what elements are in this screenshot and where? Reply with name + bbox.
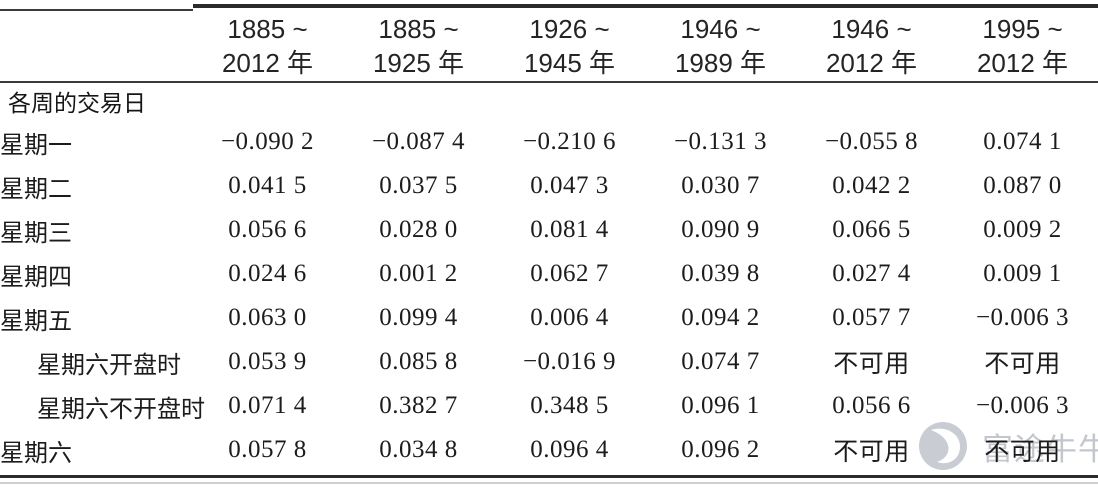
value-cell: −0.087 4	[371, 128, 466, 155]
value-cell: 不可用	[984, 439, 1061, 466]
table-row: 星期一 −0.090 2 −0.087 4 −0.210 6 −0.131 3 …	[0, 120, 1098, 164]
period-start: 1885 ~	[378, 14, 459, 44]
table-row: 星期四 0.024 6 0.001 2 0.062 7 0.039 8 0.02…	[0, 252, 1098, 296]
value-cell: 0.006 4	[530, 304, 609, 331]
table-row: 星期六 0.057 8 0.034 8 0.096 4 0.096 2 不可用 …	[0, 428, 1098, 472]
bottom-rule-light	[0, 482, 1098, 484]
value-cell: 0.028 0	[379, 216, 458, 243]
value-cell: 不可用	[833, 439, 910, 466]
value-cell: 0.024 6	[228, 260, 307, 287]
row-label: 星期四	[0, 264, 72, 291]
row-label: 星期一	[0, 132, 72, 159]
value-cell: 0.057 8	[228, 436, 307, 463]
value-cell: 0.094 2	[681, 304, 760, 331]
value-cell: 不可用	[833, 351, 910, 378]
value-cell: −0.210 6	[522, 128, 617, 155]
bottom-rule	[0, 475, 1098, 478]
value-cell: 0.348 5	[530, 392, 609, 419]
value-cell: 0.056 6	[832, 392, 911, 419]
table-header: 1885 ~ 2012 年 1885 ~ 1925 年 1926 ~ 1945 …	[0, 0, 1098, 82]
value-cell: 0.057 7	[832, 304, 911, 331]
value-cell: 0.081 4	[530, 216, 609, 243]
period-end: 2012 年	[976, 48, 1069, 78]
row-label: 星期三	[0, 220, 72, 247]
value-cell: 0.047 3	[530, 172, 609, 199]
value-cell: −0.006 3	[975, 304, 1070, 331]
value-cell: 0.074 7	[681, 348, 760, 375]
column-header: 1995 ~ 2012 年	[947, 0, 1098, 82]
value-cell: −0.131 3	[673, 128, 768, 155]
value-cell: 0.037 5	[379, 172, 458, 199]
value-cell: 0.096 2	[681, 436, 760, 463]
futu-bull-logo-icon	[919, 422, 967, 470]
period-start: 1995 ~	[982, 14, 1063, 44]
value-cell: 0.096 1	[681, 392, 760, 419]
value-cell: 0.096 4	[530, 436, 609, 463]
returns-table: 1885 ~ 2012 年 1885 ~ 1925 年 1926 ~ 1945 …	[0, 0, 1098, 472]
value-cell: 0.039 8	[681, 260, 760, 287]
value-cell: −0.055 8	[824, 128, 919, 155]
value-cell: 0.087 0	[983, 172, 1062, 199]
value-cell: −0.006 3	[975, 392, 1070, 419]
row-label: 星期六	[0, 440, 72, 467]
row-label: 星期五	[0, 308, 72, 335]
value-cell: 0.062 7	[530, 260, 609, 287]
value-cell: 0.009 2	[983, 216, 1062, 243]
value-cell: 0.085 8	[379, 348, 458, 375]
column-header: 1885 ~ 1925 年	[343, 0, 494, 82]
column-header: 1926 ~ 1945 年	[494, 0, 645, 82]
futu-watermark: 富途牛牛	[918, 421, 1098, 471]
value-cell: 0.074 1	[983, 128, 1062, 155]
period-end: 2012 年	[825, 48, 918, 78]
section-header-row: 各周的交易日	[0, 82, 1098, 120]
value-cell: 0.090 9	[681, 216, 760, 243]
value-cell: 0.009 1	[983, 260, 1062, 287]
value-cell: 0.063 0	[228, 304, 307, 331]
value-cell: 0.041 5	[228, 172, 307, 199]
watermark-text: 富途牛牛	[982, 431, 1098, 467]
row-label: 星期二	[0, 176, 72, 203]
period-end: 1989 年	[674, 48, 767, 78]
value-cell: −0.090 2	[220, 128, 315, 155]
period-start: 1926 ~	[529, 14, 610, 44]
row-label: 星期六开盘时	[37, 352, 181, 379]
value-cell: 0.099 4	[379, 304, 458, 331]
column-header: 1946 ~ 2012 年	[796, 0, 947, 82]
value-cell: 0.034 8	[379, 436, 458, 463]
value-cell: 0.053 9	[228, 348, 307, 375]
period-start: 1885 ~	[227, 14, 308, 44]
section-header-label: 各周的交易日	[8, 90, 146, 116]
value-cell: 0.042 2	[832, 172, 911, 199]
top-rule-left	[0, 9, 193, 11]
value-cell: 0.382 7	[379, 392, 458, 419]
period-end: 1925 年	[372, 48, 465, 78]
period-start: 1946 ~	[831, 14, 912, 44]
table-row: 星期三 0.056 6 0.028 0 0.081 4 0.090 9 0.06…	[0, 208, 1098, 252]
value-cell: 0.056 6	[228, 216, 307, 243]
table-row: 星期六不开盘时 0.071 4 0.382 7 0.348 5 0.096 1 …	[0, 384, 1098, 428]
row-label: 星期六不开盘时	[37, 396, 205, 423]
column-header: 1885 ~ 2012 年	[192, 0, 343, 82]
table-body: 各周的交易日 星期一 −0.090 2 −0.087 4 −0.210 6 −0…	[0, 82, 1098, 472]
value-cell: 0.027 4	[832, 260, 911, 287]
period-end: 2012 年	[221, 48, 314, 78]
value-cell: 0.071 4	[228, 392, 307, 419]
table-row: 星期六开盘时 0.053 9 0.085 8 −0.016 9 0.074 7 …	[0, 340, 1098, 384]
value-cell: 不可用	[984, 351, 1061, 378]
value-cell: 0.001 2	[379, 260, 458, 287]
table-row: 星期二 0.041 5 0.037 5 0.047 3 0.030 7 0.04…	[0, 164, 1098, 208]
period-start: 1946 ~	[680, 14, 761, 44]
table-row: 星期五 0.063 0 0.099 4 0.006 4 0.094 2 0.05…	[0, 296, 1098, 340]
header-row: 1885 ~ 2012 年 1885 ~ 1925 年 1926 ~ 1945 …	[0, 0, 1098, 82]
period-end: 1945 年	[523, 48, 616, 78]
header-divider-rule	[0, 81, 1098, 83]
value-cell: 0.066 5	[832, 216, 911, 243]
value-cell: 0.030 7	[681, 172, 760, 199]
stub-header-cell	[0, 0, 192, 82]
column-header: 1946 ~ 1989 年	[645, 0, 796, 82]
top-rule-right	[193, 4, 1098, 8]
value-cell: −0.016 9	[522, 348, 617, 375]
